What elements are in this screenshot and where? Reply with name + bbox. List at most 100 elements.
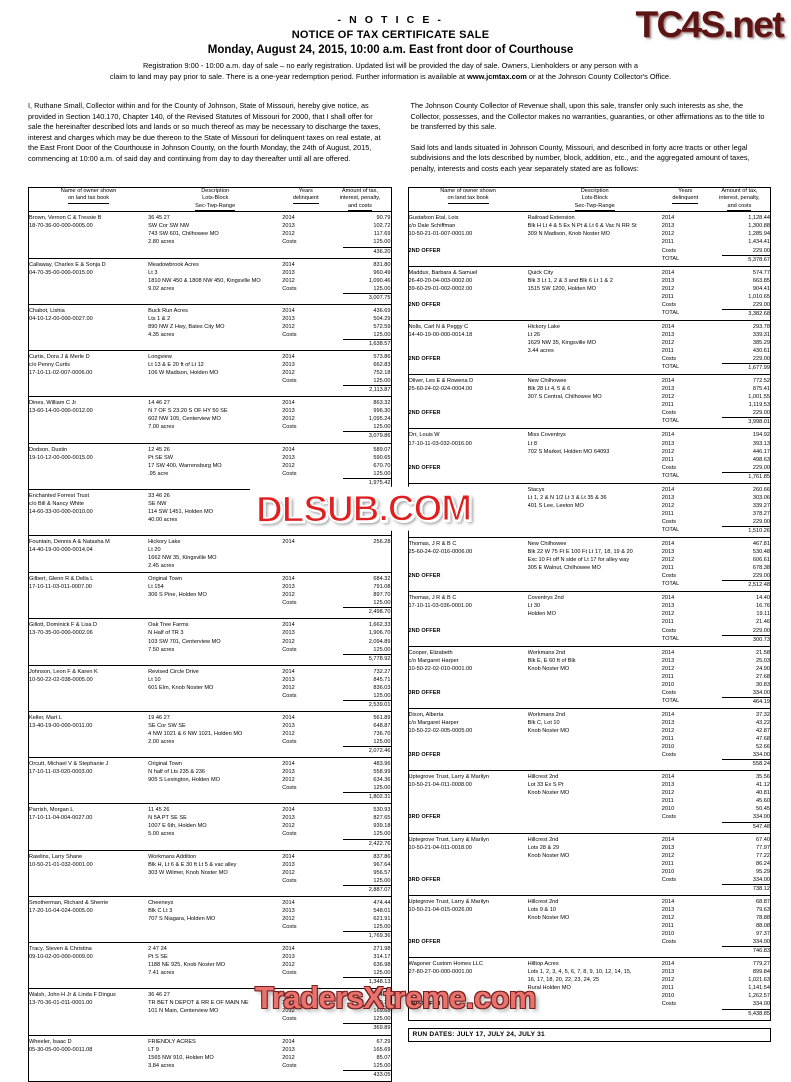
entry-year-line: TOTAL <box>661 364 680 371</box>
entry-desc-line: Knob Noster MO <box>527 790 570 797</box>
table-row[interactable]: Dixon, Alberta c/o Margaret Harper 10-50-2… <box>408 707 771 771</box>
table-row[interactable]: Orr, Louis W 17-10-11-03-032-0016.00 2ND … <box>408 428 771 484</box>
entry-amount: 684.32 <box>373 576 391 583</box>
table-row[interactable]: Parrish, Morgan L 17-10-11-04-004-0027.00… <box>28 803 391 851</box>
table-row[interactable]: Nolls, Carl N & Peggy C 14-40-19-00-000-0… <box>408 319 771 375</box>
table-row[interactable]: Maddux, Barbara & Samuel 26-40-20-04-003-… <box>408 265 771 321</box>
entry-owner-line: 2ND OFFER <box>408 356 441 363</box>
entry-desc-line: Hillcrest 2nd <box>527 836 559 843</box>
entry-desc-line: Lt 30 <box>527 603 541 610</box>
table-row[interactable]: Chabot, Lishia 04-10-12-00-000-0027.00 Buc… <box>28 303 391 351</box>
table-row[interactable]: Dines, William C Jr 13-60-14-00-000-0012.… <box>28 396 391 444</box>
entry-amount: 1,021.63 <box>748 977 770 984</box>
col-header-name: Name of owner shown on land tax book <box>408 187 528 213</box>
entry-desc-line: 7.41 acres <box>148 970 175 977</box>
entry-amount: 5,378.67 <box>748 256 770 263</box>
entry-desc-line: Pt S SE <box>148 954 168 961</box>
entry-amount: 43.22 <box>756 719 770 726</box>
entry-owner-name: Uptegrove Trust, Larry & Marilyn 10-50-21… <box>408 894 528 958</box>
table-row[interactable]: Brown, Vernon C & Tressie B 18-70-36-00-0… <box>29 212 392 258</box>
entry-year-line: 2013 <box>282 769 295 776</box>
table-row[interactable]: Wheeler, Isaac D 05-30-05-00-000-0011.08 F… <box>28 1034 391 1082</box>
table-row[interactable]: Enchanted Forrest Trust c/o Bill & Nancy … <box>28 488 391 536</box>
entry-amount: 530.93 <box>373 807 391 814</box>
table-row[interactable]: Keller, Mart L 13-40-19-00-000-0011.00 19 … <box>28 710 391 758</box>
entry-year-line: 2012 <box>282 370 295 377</box>
col-header-desc-l3: Sec-Twp-Range <box>195 203 236 212</box>
table-row[interactable]: Dodson, Dustin 19-10-12-00-000-0015.00 12 … <box>28 442 391 490</box>
entry-year-line: 2013 <box>661 782 675 789</box>
entry-total: 746.83 <box>752 948 770 955</box>
entry-owner-line <box>409 868 528 876</box>
col-header-name-l1: Name of owner shown <box>60 187 117 194</box>
entry-owner-line: Brown, Vernon C & Tressie B <box>29 215 102 222</box>
entry-year-line: 2014 <box>282 899 295 906</box>
entry-year-line: 2012 <box>661 557 675 564</box>
amount-subtotal-rule <box>342 792 391 794</box>
entry-amount: 125.00 <box>373 785 391 792</box>
table-row[interactable]: Thomas, J R & B C 17-10-11-03-036-0001.00… <box>408 591 771 647</box>
table-row[interactable]: Walsh, John H Jr & Linda F Dingus 13-70-3… <box>28 988 391 1036</box>
table-row[interactable]: Orcutt, Michael V & Stephanie J 17-10-11-… <box>28 757 391 804</box>
table-row[interactable]: Uptegrove Trust, Larry & Marilyn 10-50-21… <box>408 770 771 834</box>
entry-desc-line: 9.02 acres <box>148 285 175 292</box>
table-row[interactable]: Smotherman, Richard & Sherrie 17-20-10-04… <box>28 895 391 943</box>
entry-owner-line: Thomas, J R & B C <box>408 541 457 548</box>
entry-year-line: 2010 <box>661 806 675 813</box>
jcmtax-link[interactable]: www.jcmtax.com <box>467 71 527 81</box>
entry-amount: 16.76 <box>756 603 770 610</box>
table-row[interactable]: Uptegrove Trust, Larry & Marilyn 10-50-21… <box>408 832 771 896</box>
table-row[interactable]: Gillott, Dominick F & Lisa D 13-70-35-00-… <box>28 618 391 666</box>
entry-amount: 229.00 <box>752 627 770 634</box>
table-row[interactable]: Wagoner Custom Homes LLC 27-80-27-00-000-… <box>408 957 771 1021</box>
col-header-amount-l2: interest, penalty, <box>719 195 760 202</box>
amount-subtotal-rule <box>342 292 391 294</box>
entry-amounts: 14.40 16.76 19.11 21.46 229.00 300.73 <box>708 591 771 647</box>
amount-subtotal-rule <box>342 977 391 979</box>
entry-amount: 1,095.24 <box>368 416 391 423</box>
table-row[interactable]: Gustafson Etal, Lois c/o Dale Schiffman 10… <box>408 212 771 266</box>
entry-amount: 1,088.96 <box>368 508 391 515</box>
amount-subtotal-rule <box>342 607 391 609</box>
entry-amount: 590.65 <box>373 454 391 461</box>
entry-owner-line: Keller, Mart L <box>29 714 62 721</box>
entry-desc-line: 2.80 acres <box>148 239 175 246</box>
entry-years: 2014 2013 2012 2011 Costs TOTAL <box>661 591 709 647</box>
entry-year-line: Costs <box>661 876 677 883</box>
entry-desc-line: Rural Holden MO <box>527 985 571 992</box>
entry-desc-line: Workmans 2nd <box>527 649 566 656</box>
table-row[interactable]: Thomas, J R & B C 25-60-24-02-016-0006.00… <box>408 537 771 592</box>
entry-desc-line: Blk H Lt 4 & 5 Ex N Pt & Lt 6 & Vac N RR… <box>527 223 637 230</box>
table-row[interactable]: Rawlins, Larry Shane 10-50-21-01-032-0001… <box>28 849 391 897</box>
entry-amount: 125.00 <box>373 970 391 977</box>
entry-description: Hickory Lake Lt 20 1662 NW 35, Kingsville … <box>148 534 283 573</box>
table-row[interactable]: Oliver, Les E & Rowena D 25-60-24-02-024-… <box>408 374 771 429</box>
tax-list-columns: Name of owner shown on land tax book Des… <box>0 175 791 1082</box>
entry-owner-line: 3RD OFFER <box>408 752 441 759</box>
table-row[interactable]: Cooper, Elizabeth c/o Margaret Harper 10-5… <box>408 645 771 709</box>
entry-year-line: 2013 <box>282 1046 295 1053</box>
entry-owner-name: Orcutt, Michael V & Stephanie J 17-10-11-… <box>28 757 149 804</box>
entry-desc-line: Lt 3 <box>148 269 158 276</box>
entry-year-line: 2012 <box>282 1008 295 1015</box>
entry-description: 12 45 26 Pt SE SW 17 SW 400, Warrensburg M… <box>148 442 283 490</box>
entry-description: 36 45 27 SW Cor SW NW 743 SW 601, Chilhowe… <box>148 212 282 258</box>
entry-owner-name: Rawlins, Larry Shane 10-50-21-01-032-0001… <box>28 849 149 897</box>
table-row[interactable]: Tracy, Steven & Christina 09-10-02-00-000… <box>28 942 391 989</box>
entry-year-line: TOTAL <box>661 581 680 588</box>
entry-year-line: 2014 <box>282 400 295 407</box>
entry-amount: 125.00 <box>373 331 391 338</box>
entry-desc-line: Cheeneys <box>148 899 174 906</box>
entry-years: 2014 2013 2012 Costs <box>282 572 330 619</box>
entry-amount: 42.87 <box>756 728 770 735</box>
table-row[interactable]: Fountain, Dennis A & Natasha M 14-40-19-0… <box>28 534 391 573</box>
entry-description: Stacys Lt 1, 2 & N 1/2 Lt 3 & Lt 35 & 36 4… <box>527 482 662 538</box>
entry-description: FRIENDLY ACRES LT 9 1565 NW 910, Holden MO… <box>148 1034 283 1082</box>
table-row[interactable]: Uptegrove Trust, Larry & Marilyn 10-50-21… <box>408 894 771 958</box>
table-row[interactable]: Johnson, Leon F & Karen K 10-50-22-02-038… <box>28 664 391 712</box>
table-row[interactable]: Pennington, William L 23-50-21-03-005-000… <box>408 482 771 538</box>
table-row[interactable]: Callaway, Charles E & Sonja D 04-70-35-00… <box>28 257 391 305</box>
table-row[interactable]: Gilbert, Glenn R & Della L 17-10-11-03-01… <box>28 572 391 619</box>
entry-desc-line: 707 S Niagara, Holden MO <box>148 915 216 922</box>
